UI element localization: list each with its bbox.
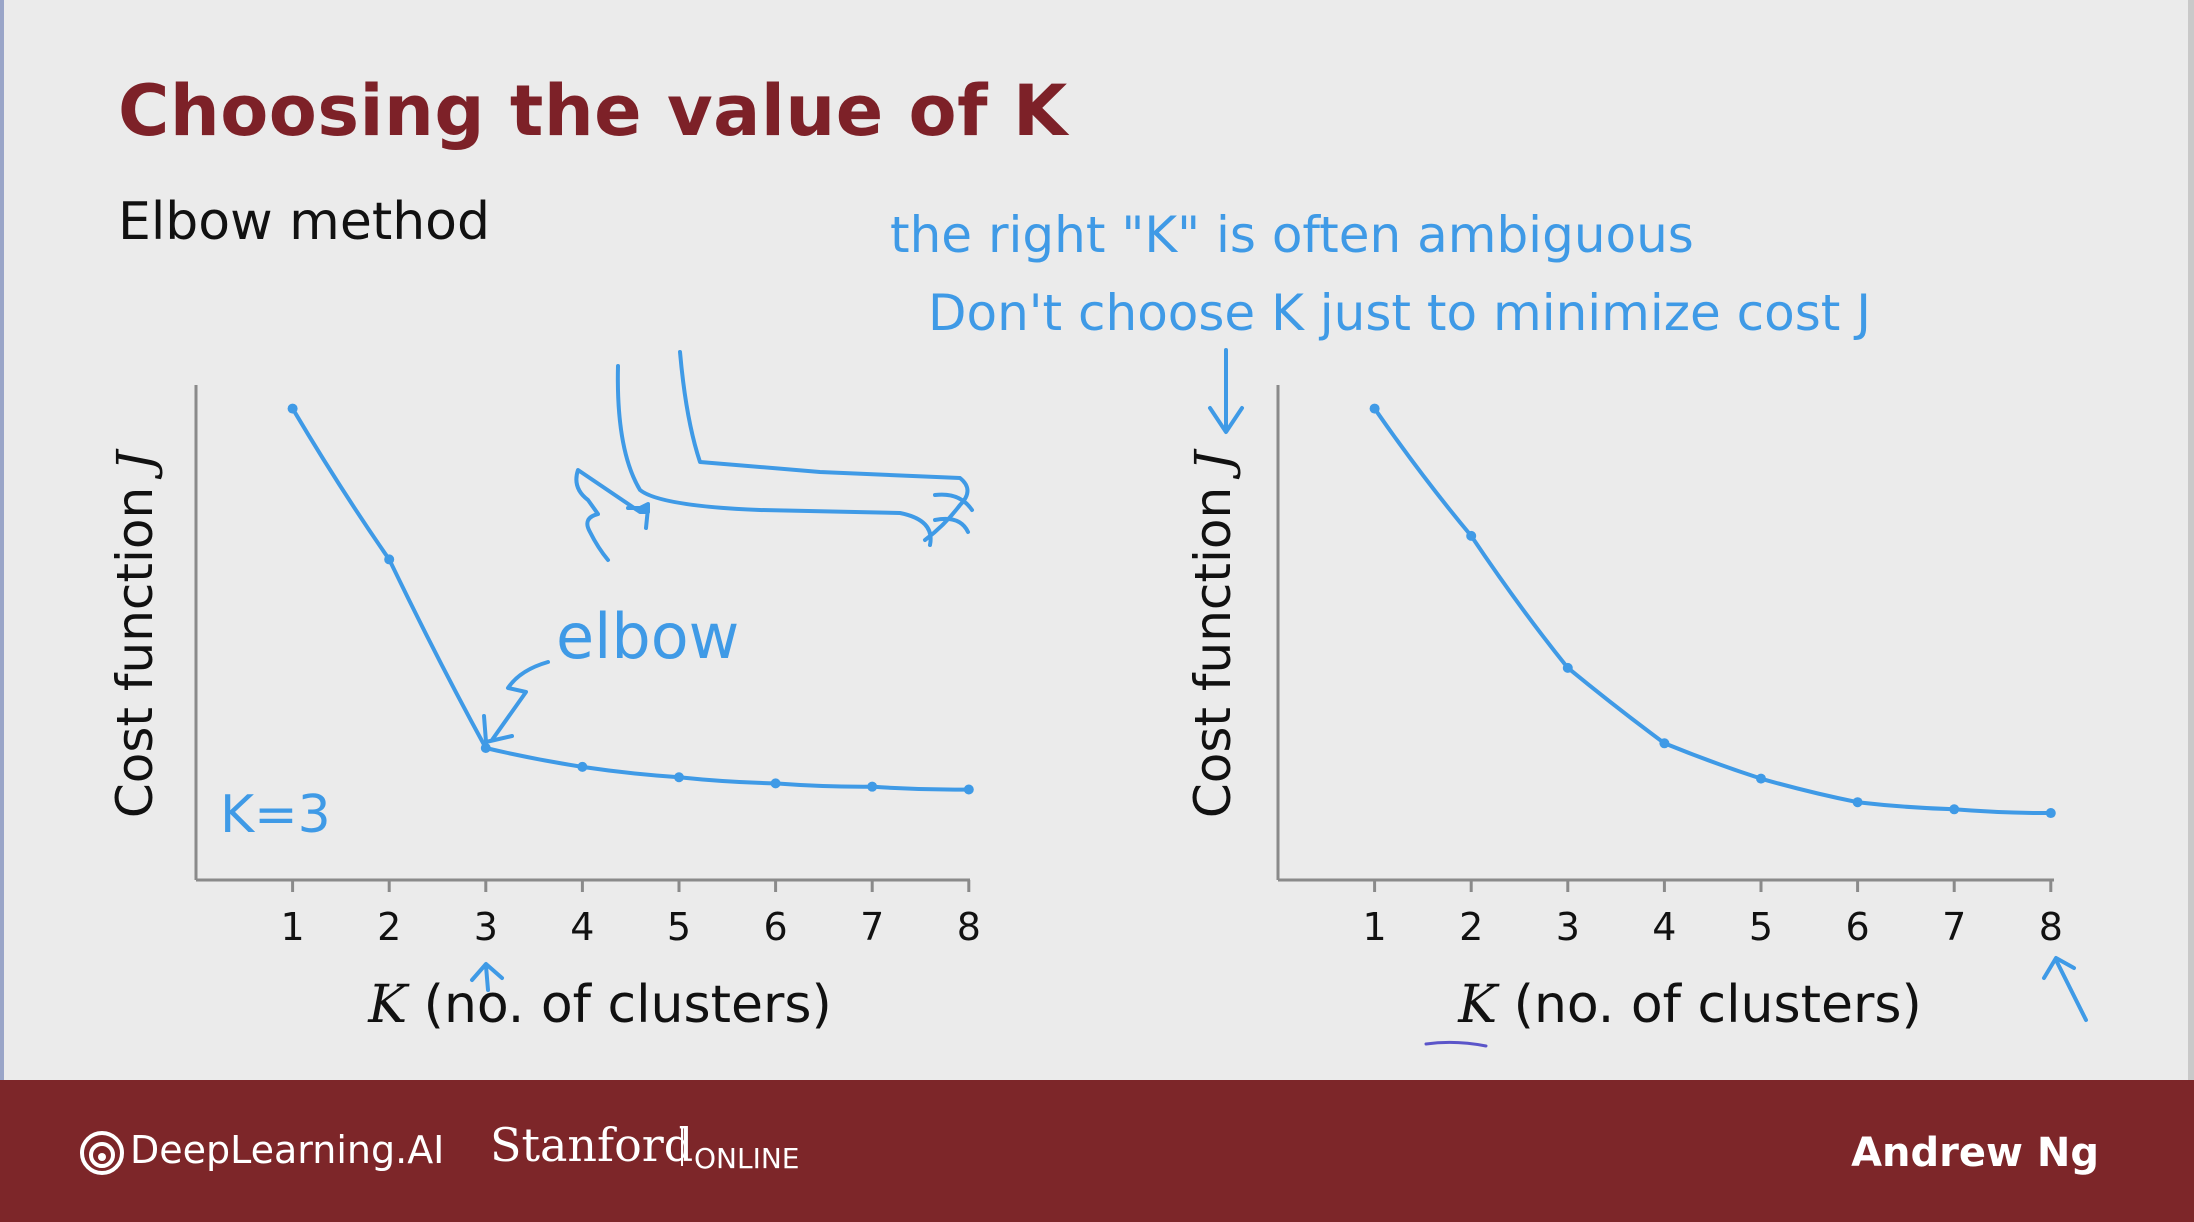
x-tick-label: 5 — [667, 905, 691, 949]
data-point — [867, 781, 878, 792]
y-axis-label-text: Cost function — [106, 471, 164, 818]
brand-deeplearning: DeepLearning.AI — [130, 1128, 445, 1172]
k-underline — [1424, 1040, 1488, 1048]
data-point — [384, 554, 395, 565]
chart-left: 1 2 3 4 5 6 7 8 Cost function J K (no. of cluster… — [106, 385, 981, 1035]
arrow-to-arm — [574, 468, 650, 562]
arm-sketch — [615, 350, 974, 547]
author-name: Andrew Ng — [1851, 1130, 2099, 1176]
slide-title: Choosing the value of K — [118, 70, 1068, 152]
x-axis-label-text: (no. of clusters) — [424, 975, 832, 1035]
x-tick-label: 2 — [1459, 905, 1483, 949]
series-line — [1372, 406, 2053, 816]
data-point — [1756, 773, 1766, 784]
deeplearning-logo-icon — [80, 1131, 124, 1175]
annotation-k-equals-3: K=3 — [220, 785, 331, 845]
data-point — [1562, 662, 1573, 673]
left-border — [0, 0, 4, 1080]
x-tick-label: 2 — [377, 905, 401, 949]
y-axis-label: Cost function J — [1184, 448, 1242, 818]
arrow-to-tick-8 — [2042, 956, 2088, 1022]
x-tick-label: 4 — [570, 905, 594, 949]
data-point — [2045, 808, 2056, 819]
footer: DeepLearning.AI Stanford ONLINE Andrew N… — [0, 1080, 2194, 1222]
x-tick-label: 1 — [281, 905, 305, 949]
data-point — [1659, 738, 1670, 749]
x-tick-label: 8 — [2039, 905, 2063, 949]
x-tick-label: 7 — [1942, 905, 1966, 949]
data-point — [674, 772, 684, 783]
data-point — [770, 778, 781, 789]
brand-stanford: Stanford — [490, 1118, 694, 1172]
x-tick-label: 6 — [1846, 905, 1870, 949]
arrow-under-tick-3 — [470, 962, 504, 992]
arrow-to-cost-j — [1208, 348, 1244, 434]
annotation-elbow: elbow — [556, 600, 739, 673]
y-axis-label-text: Cost function — [1184, 471, 1242, 818]
data-point — [577, 761, 588, 772]
x-axis-label-text: (no. of clusters) — [1514, 975, 1922, 1035]
data-point — [1369, 403, 1380, 414]
x-tick-label: 5 — [1749, 905, 1773, 949]
brand-divider — [681, 1126, 683, 1166]
data-point — [1949, 804, 1960, 815]
data-point — [963, 784, 974, 795]
chart-right: 1 2 3 4 5 6 7 8 Cost function J K (no. of cluster… — [1184, 385, 2063, 1035]
data-point — [480, 743, 491, 753]
annotation-dont-minimize: Don't choose K just to minimize cost J — [928, 284, 1871, 342]
x-tick-label: 4 — [1652, 905, 1676, 949]
slide-subtitle: Elbow method — [118, 192, 490, 252]
x-tick-label: 3 — [1556, 905, 1580, 949]
data-point — [287, 403, 298, 414]
x-tick-label: 7 — [860, 905, 884, 949]
arrow-to-elbow-point — [482, 660, 550, 744]
x-axis-label: K (no. of clusters) — [1457, 975, 1921, 1035]
x-tick-label: 1 — [1363, 905, 1387, 949]
annotation-ambiguous: the right "K" is often ambiguous — [890, 206, 1694, 264]
x-tick-label: 3 — [474, 905, 498, 949]
x-axis-label: K (no. of clusters) — [367, 975, 831, 1035]
x-tick-label: 6 — [764, 905, 788, 949]
data-point — [1466, 530, 1477, 541]
x-tick-label: 8 — [957, 905, 981, 949]
x-axis-label-var: K — [1457, 975, 1513, 1035]
brand-online: ONLINE — [694, 1142, 800, 1175]
y-axis-label: Cost function J — [106, 448, 164, 818]
right-border — [2188, 0, 2194, 1222]
x-axis-label-var: K — [367, 975, 423, 1035]
data-point — [1852, 797, 1863, 808]
